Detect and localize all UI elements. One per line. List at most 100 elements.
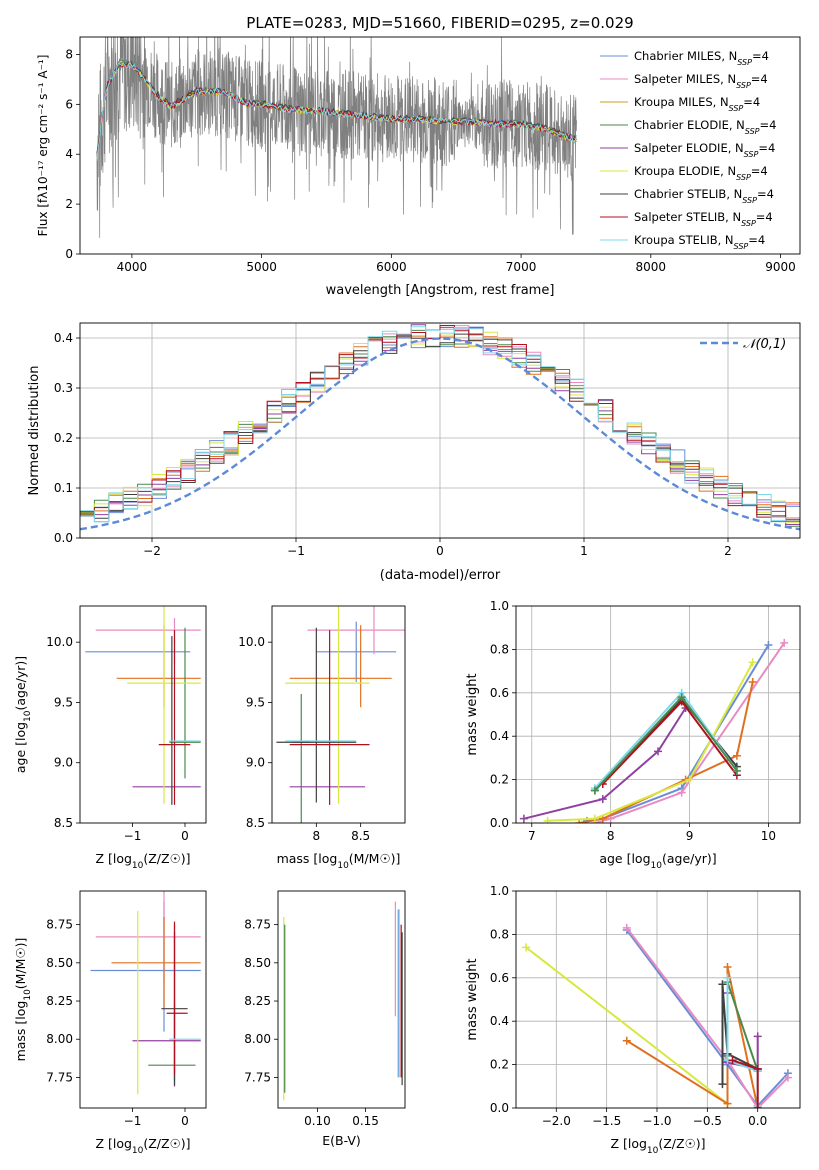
- mass-vs-extinction-panel: 0.10 0.15 7.75 8.00 8.25 8.50 8.75 E(B-V): [244, 890, 406, 1148]
- plot-area: [522, 923, 792, 1108]
- axes-frame: [79, 322, 801, 539]
- x-axis-label: mass [log10(M/M☉)]: [277, 851, 401, 871]
- y-axis-label: Flux [fλ10⁻¹⁷ erg cm⁻² s⁻¹ A⁻¹]: [36, 55, 50, 237]
- axes-frame: [79, 605, 207, 824]
- y-tick-label: 0.8: [490, 927, 509, 941]
- plot-area: [519, 638, 789, 823]
- mass-weight-marker: [783, 1073, 792, 1082]
- plot-area: [283, 901, 403, 1101]
- y-tick-label: 1.0: [490, 884, 509, 898]
- x-tick-label: −2.0: [542, 1114, 571, 1128]
- y-axis-label: Normed distribution: [27, 366, 42, 496]
- y-axis-label: mass [log10(M/M☉)]: [13, 938, 33, 1062]
- x-axis-label: wavelength [Angstrom, rest frame]: [326, 283, 555, 298]
- y-tick-label: 0.0: [54, 531, 73, 545]
- x-axis-label: Z [log10(Z/Z☉)]: [95, 851, 190, 871]
- y-tick-label: 0.8: [490, 642, 509, 656]
- mass-weight-marker: [598, 795, 607, 804]
- y-tick-label: 0.3: [54, 381, 73, 395]
- y-tick-label: 0.2: [490, 1058, 509, 1072]
- spectrum-panel: 4000 5000 6000 7000 8000 9000 0 2 4 6 8 wavelength …: [36, 36, 801, 298]
- mass-weight-marker: [723, 1099, 732, 1108]
- mass-weight-line: [721, 984, 759, 1085]
- age-vs-mass-panel: 8 8.5 8.5 9.0 9.5 10.0 mass [log10(M/M☉)]: [238, 605, 406, 871]
- mass-weight-vs-metallicity-panel: −2.0 −1.5 −1.0 −0.5 0.0 0.0 0.2 0.4 0.6 0.8 1.0 Z […: [465, 884, 801, 1156]
- y-tick-label: 8.5: [246, 816, 265, 830]
- x-tick-label: 0.10: [304, 1114, 331, 1128]
- x-axis-label: Z [log10(Z/Z☉)]: [610, 1136, 705, 1156]
- x-tick-label: 7: [528, 829, 536, 843]
- x-tick-label: 1: [580, 544, 588, 558]
- histogram-series: [80, 325, 800, 520]
- x-tick-label: 9000: [765, 260, 796, 274]
- x-axis-label: (data-model)/error: [380, 568, 501, 583]
- age-vs-metallicity-panel: −1 0 8.5 9.0 9.5 10.0 Z [log10(Z/Z☉)] age [log1…: [13, 605, 207, 871]
- mass-weight-marker: [764, 641, 773, 650]
- y-tick-label: 8.75: [46, 918, 73, 932]
- y-tick-label: 1.0: [490, 599, 509, 613]
- y-tick-label: 10.0: [46, 635, 73, 649]
- x-tick-label: 2: [724, 544, 732, 558]
- model-spectrum-line: [96, 60, 577, 157]
- x-tick-label: 4000: [117, 260, 148, 274]
- legend-entry: 𝒩(0,1): [743, 337, 786, 352]
- axes-frame: [277, 890, 406, 1109]
- x-tick-label: 0: [181, 829, 189, 843]
- y-tick-label: 0: [65, 247, 73, 261]
- x-tick-label: 0: [436, 544, 444, 558]
- y-tick-label: 9.0: [54, 756, 73, 770]
- spectrum-title: PLATE=0283, MJD=51660, FIBERID=0295, z=0…: [246, 14, 633, 32]
- plot-area: [85, 606, 201, 805]
- y-tick-label: 7.75: [46, 1070, 73, 1084]
- mass-weight-marker: [753, 1032, 762, 1041]
- x-axis-label: Z [log10(Z/Z☉)]: [95, 1136, 190, 1156]
- plot-area: [276, 606, 405, 823]
- x-tick-label: −1.0: [642, 1114, 671, 1128]
- y-axis-label: mass weight: [465, 958, 480, 1040]
- axes-frame: [515, 605, 801, 824]
- y-tick-label: 0.6: [490, 686, 509, 700]
- x-tick-label: −1: [287, 544, 305, 558]
- x-axis-label: E(B-V): [322, 1133, 361, 1148]
- histogram-series: [80, 333, 800, 522]
- mass-weight-marker: [748, 677, 757, 686]
- y-tick-label: 8.25: [46, 994, 73, 1008]
- mass-weight-marker: [677, 693, 686, 702]
- y-tick-label: 8.75: [244, 918, 271, 932]
- mass-weight-marker: [732, 766, 741, 775]
- y-tick-label: 8.50: [46, 956, 73, 970]
- x-tick-label: −1.5: [592, 1114, 621, 1128]
- axes-frame: [515, 890, 801, 1109]
- y-tick-label: 4: [65, 147, 73, 161]
- legend-entry: Chabrier MILES, NSSP=4: [634, 49, 769, 67]
- plot-area: [80, 324, 800, 531]
- legend-entry: Kroupa MILES, NSSP=4: [634, 95, 760, 113]
- y-axis-label: age [log10(age/yr)]: [13, 656, 33, 773]
- mass-weight-marker: [718, 1080, 727, 1089]
- y-tick-label: 9.0: [246, 756, 265, 770]
- y-tick-label: 8.25: [244, 994, 271, 1008]
- legend-entry: Kroupa STELIB, NSSP=4: [634, 233, 765, 251]
- x-tick-label: 9: [686, 829, 694, 843]
- x-tick-label: 0.15: [352, 1114, 379, 1128]
- mass-vs-metallicity-panel: −1 0 7.75 8.00 8.25 8.50 8.75 Z [log10(Z/Z☉)] ma…: [13, 890, 207, 1156]
- mass-weight-marker: [522, 943, 531, 952]
- mass-weight-line: [547, 661, 754, 822]
- y-axis-label: mass weight: [465, 673, 480, 755]
- y-tick-label: 8.50: [244, 956, 271, 970]
- mass-weight-marker: [622, 1036, 631, 1045]
- mass-weight-marker: [723, 962, 732, 971]
- mass-weight-marker: [748, 658, 757, 667]
- y-tick-label: 0.0: [490, 1101, 509, 1115]
- x-tick-label: −1: [124, 1114, 142, 1128]
- y-tick-label: 0.1: [54, 481, 73, 495]
- y-tick-label: 0.2: [54, 431, 73, 445]
- mass-weight-marker: [732, 751, 741, 760]
- x-axis-label: age [log10(age/yr)]: [599, 851, 716, 871]
- y-tick-label: 7.75: [244, 1070, 271, 1084]
- mass-weight-marker: [685, 775, 694, 784]
- mass-weight-line: [523, 707, 687, 820]
- mass-weight-marker: [718, 980, 727, 989]
- x-tick-label: 8.5: [351, 829, 370, 843]
